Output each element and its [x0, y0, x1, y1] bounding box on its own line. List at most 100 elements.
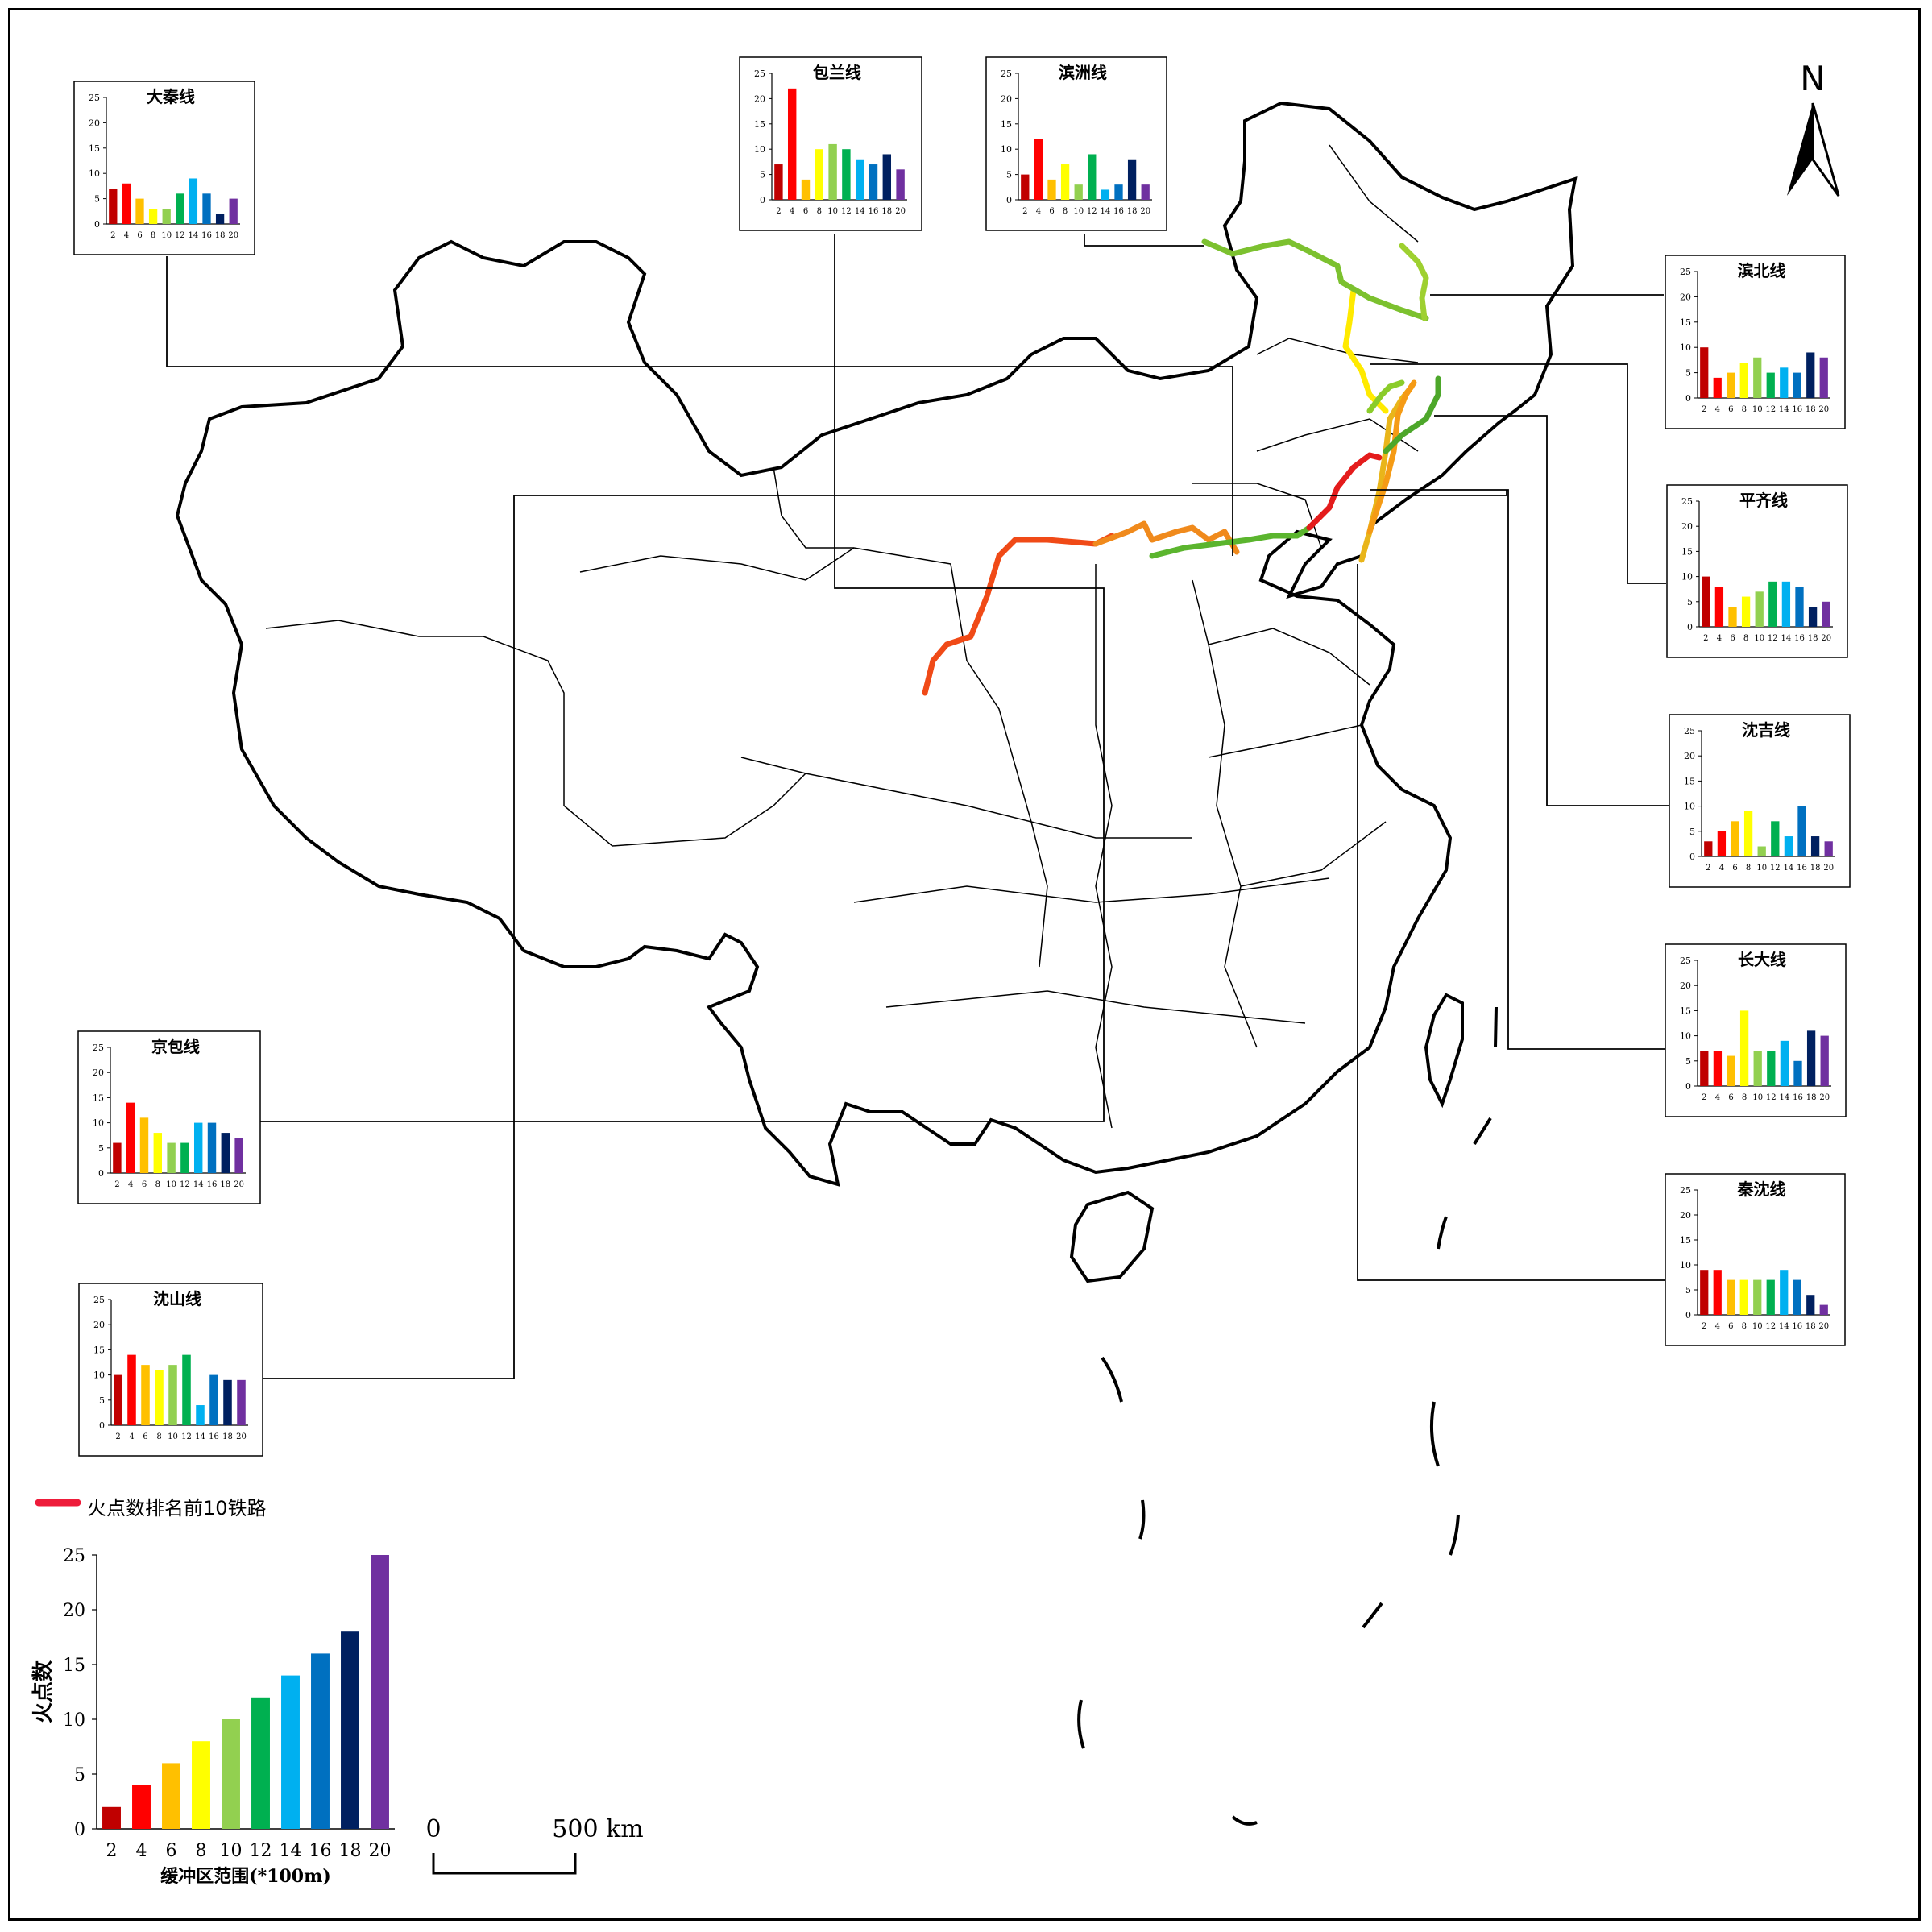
- x-tick-label: 20: [369, 1841, 392, 1861]
- y-axis-label: 火点数: [31, 1660, 56, 1723]
- railway-binzhou: [1201, 238, 1429, 321]
- inset-chart-9: 京包线 0 5 10 15 20 25 2 4 6 8 10 12 14 16 18 20: [77, 1030, 261, 1204]
- y-tick-label: 0: [1685, 393, 1691, 404]
- bar: [1755, 591, 1764, 627]
- x-tick-label: 10: [1073, 207, 1084, 216]
- bar: [787, 88, 797, 200]
- y-tick-label: 20: [1684, 751, 1695, 761]
- bar: [1768, 581, 1777, 627]
- inset-frame: [1669, 714, 1851, 888]
- bar: [801, 179, 811, 200]
- bar: [1702, 576, 1710, 627]
- x-tick-label: 12: [175, 231, 185, 240]
- x-tick-label: 14: [195, 1432, 205, 1441]
- x-tick-label: 10: [1752, 1093, 1763, 1102]
- bar: [114, 1374, 122, 1425]
- inset-title: 沈山线: [153, 1289, 201, 1308]
- y-tick-label: 10: [1680, 342, 1691, 353]
- x-tick-label: 2: [1702, 405, 1706, 414]
- x-tick-label: 2: [1022, 207, 1027, 216]
- y-tick-label: 5: [74, 1765, 85, 1785]
- x-tick-label: 16: [1792, 405, 1802, 414]
- x-tick-label: 14: [193, 1180, 204, 1189]
- y-tick-label: 20: [93, 1320, 105, 1330]
- bar: [141, 1365, 150, 1425]
- x-tick-label: 10: [1754, 634, 1764, 643]
- x-tick-label: 12: [1765, 1322, 1776, 1331]
- railway-jingbao: [1092, 520, 1240, 555]
- inset-frame: [739, 56, 922, 231]
- bar: [1739, 1279, 1748, 1315]
- bar: [1127, 159, 1137, 200]
- x-axis-label: 缓冲区范围(*100m): [160, 1866, 331, 1887]
- inset-title: 沈吉线: [1742, 720, 1790, 740]
- x-tick-label: 14: [1101, 207, 1111, 216]
- x-tick-label: 8: [151, 231, 155, 240]
- bar: [1795, 587, 1804, 627]
- x-tick-label: 6: [166, 1841, 177, 1861]
- inset-frame: [1665, 255, 1846, 429]
- y-tick-label: 10: [1684, 802, 1695, 812]
- bar: [1781, 581, 1791, 627]
- bar: [341, 1631, 359, 1829]
- bar: [1819, 1304, 1828, 1315]
- railway-shenji: [1383, 375, 1441, 454]
- y-tick-label: 20: [93, 1068, 104, 1078]
- x-tick-label: 2: [115, 1432, 120, 1441]
- bar: [1780, 367, 1789, 398]
- y-tick-label: 25: [63, 1546, 85, 1566]
- y-tick-label: 0: [99, 1420, 105, 1431]
- x-tick-label: 18: [215, 231, 226, 240]
- x-tick-label: 18: [1806, 405, 1816, 414]
- x-tick-label: 18: [1808, 634, 1818, 643]
- bar: [1806, 352, 1815, 398]
- bar: [1088, 154, 1097, 200]
- x-tick-label: 20: [234, 1180, 244, 1189]
- y-tick-label: 5: [1685, 1056, 1691, 1067]
- bar: [102, 1806, 121, 1829]
- north-arrow: N: [1787, 59, 1840, 197]
- y-tick-label: 15: [93, 1345, 105, 1355]
- x-tick-label: 20: [1818, 405, 1829, 414]
- bar: [1784, 836, 1793, 856]
- bar: [1717, 831, 1727, 856]
- y-tick-label: 5: [760, 170, 765, 180]
- bar: [155, 1370, 164, 1425]
- x-tick-label: 2: [1702, 1093, 1706, 1102]
- y-tick-label: 5: [1006, 170, 1012, 180]
- bar: [122, 183, 131, 224]
- y-tick-label: 0: [760, 195, 765, 205]
- x-tick-label: 18: [1810, 864, 1821, 873]
- bar: [148, 209, 158, 224]
- y-tick-label: 15: [1001, 119, 1012, 130]
- bar: [1793, 1279, 1801, 1315]
- bar: [1714, 587, 1724, 627]
- y-tick-label: 0: [1689, 852, 1695, 862]
- x-tick-label: 20: [228, 231, 238, 240]
- x-tick-label: 12: [1768, 634, 1778, 643]
- bar: [1819, 357, 1828, 398]
- bar: [1753, 1279, 1762, 1315]
- x-tick-label: 10: [1756, 864, 1767, 873]
- railway-changda: [1366, 379, 1417, 535]
- x-tick-label: 16: [207, 1180, 218, 1189]
- x-tick-label: 10: [827, 207, 838, 216]
- y-tick-label: 0: [1685, 1310, 1691, 1320]
- bar: [896, 169, 905, 200]
- bar: [1806, 1295, 1815, 1315]
- y-tick-label: 15: [754, 119, 765, 130]
- bar: [1704, 841, 1713, 856]
- x-tick-label: 16: [209, 1432, 219, 1441]
- x-tick-label: 6: [803, 207, 808, 216]
- inset-title: 秦沈线: [1737, 1180, 1786, 1199]
- scale-end: 500 km: [552, 1815, 643, 1843]
- bar: [109, 189, 118, 224]
- bar: [1021, 174, 1030, 200]
- bar: [113, 1142, 122, 1173]
- bar: [132, 1785, 151, 1829]
- x-tick-label: 12: [841, 207, 852, 216]
- bar: [182, 1354, 191, 1425]
